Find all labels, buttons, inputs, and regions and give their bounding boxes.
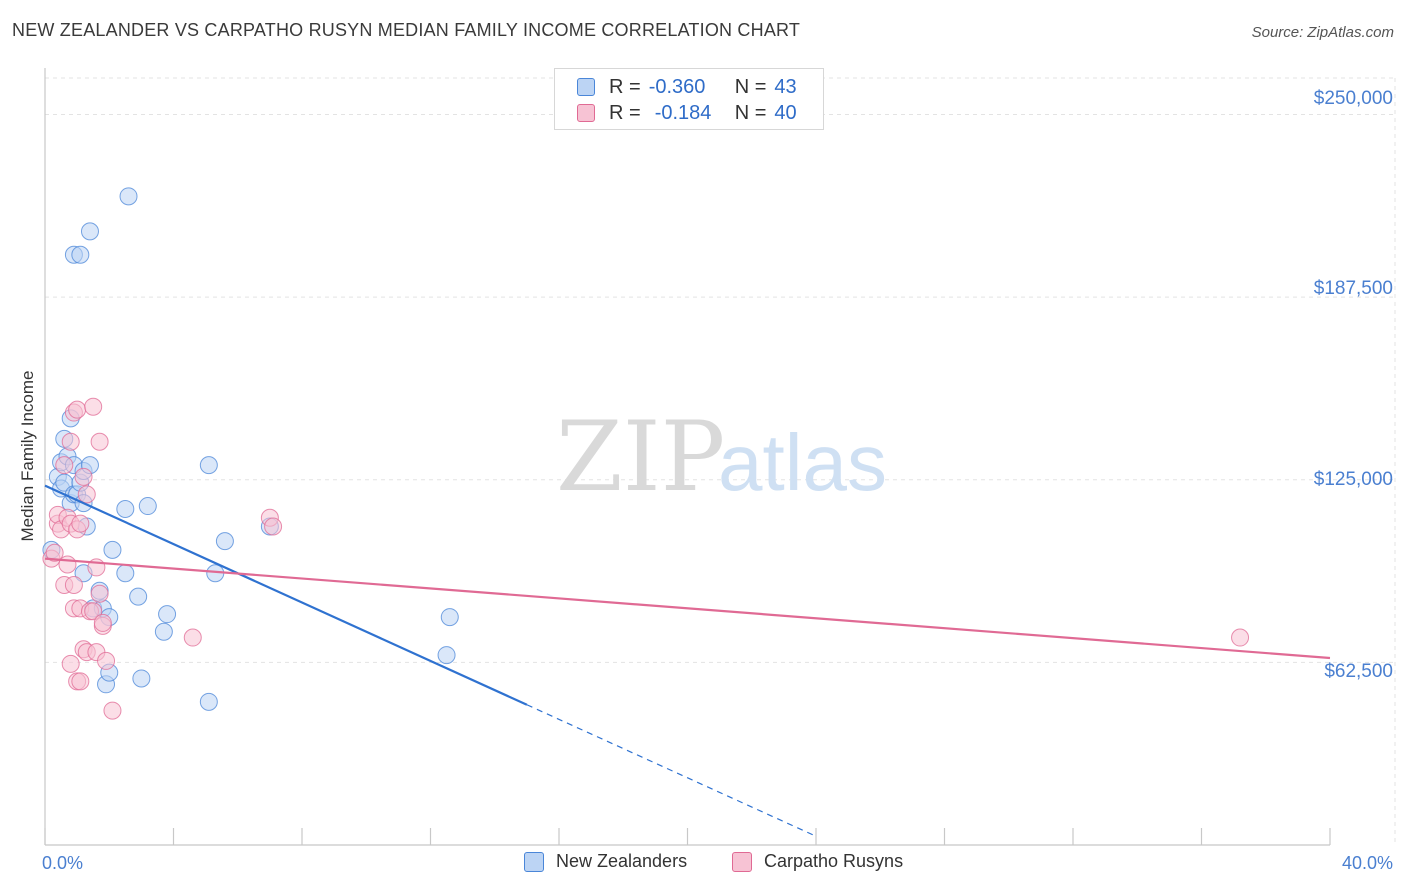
new-zealander-trendline bbox=[44, 484, 528, 706]
new-zealander-point bbox=[199, 692, 218, 711]
carpatho-rusyn-point bbox=[84, 397, 103, 416]
carpatho-rusyn-point bbox=[58, 555, 77, 574]
x-tick-label-min: 0.0% bbox=[42, 853, 83, 873]
watermark-atlas: atlas bbox=[718, 418, 887, 507]
y-axis-label: Median Family Income bbox=[18, 370, 37, 541]
carpatho-rusyn-point bbox=[64, 575, 83, 594]
carpatho-rusyn-point bbox=[61, 654, 80, 673]
carpatho-rusyn-point bbox=[1231, 628, 1250, 647]
carpatho-rusyn-point bbox=[77, 485, 96, 504]
pink-swatch-icon bbox=[732, 851, 752, 872]
new-zealander-point bbox=[154, 622, 173, 641]
chart-title: NEW ZEALANDER VS CARPATHO RUSYN MEDIAN F… bbox=[12, 20, 801, 40]
series-legend: New Zealanders Carpatho Rusyns bbox=[0, 851, 1406, 877]
y-tick-label: $250,000 bbox=[1314, 88, 1393, 109]
carpatho-rusyn-point bbox=[103, 701, 122, 720]
carpatho-rusyn-point bbox=[90, 432, 109, 451]
new-zealander-trendline-extension bbox=[526, 704, 817, 837]
new-zealander-point bbox=[103, 540, 122, 559]
carpatho-rusyn-point bbox=[264, 517, 283, 536]
y-tick-label: $125,000 bbox=[1314, 469, 1393, 490]
carpatho-rusyn-point bbox=[93, 613, 112, 632]
n-label: N = bbox=[734, 101, 767, 124]
n-label: N = bbox=[734, 75, 767, 98]
r-value: -0.184 bbox=[654, 101, 712, 124]
watermark-zip: ZIP bbox=[556, 401, 725, 513]
trend-layer bbox=[44, 484, 1331, 837]
n-value: 40 bbox=[774, 101, 797, 124]
new-zealander-point bbox=[215, 532, 234, 551]
carpatho-rusyn-point bbox=[61, 432, 80, 451]
blue-swatch-icon bbox=[577, 78, 595, 96]
new-zealander-point bbox=[129, 587, 148, 606]
axis-layer bbox=[44, 68, 1331, 846]
new-zealander-point bbox=[437, 646, 456, 665]
n-value: 43 bbox=[774, 75, 797, 98]
tick-labels: $62,500 $125,000 $187,500 $250,000 0.0% … bbox=[42, 88, 1393, 873]
carpatho-rusyn-point bbox=[97, 651, 116, 670]
r-label: R = bbox=[609, 101, 641, 124]
blue-swatch-icon bbox=[524, 851, 544, 872]
new-zealander-point bbox=[158, 605, 177, 624]
r-label: R = bbox=[609, 75, 641, 98]
x-tick-label-max: 40.0% bbox=[1342, 853, 1393, 873]
legend-label: Carpatho Rusyns bbox=[764, 851, 904, 871]
carpatho-rusyn-point bbox=[45, 543, 64, 562]
new-zealander-point bbox=[132, 669, 151, 688]
legend-item-carpatho-rusyns[interactable]: Carpatho Rusyns bbox=[732, 851, 903, 872]
legend-row-new-zealanders: R = -0.360 N = 43 bbox=[577, 74, 797, 100]
pink-swatch-icon bbox=[577, 104, 595, 122]
new-zealander-point bbox=[119, 187, 138, 206]
new-zealander-point bbox=[440, 608, 459, 627]
carpatho-rusyn-point bbox=[55, 456, 74, 475]
legend-label: New Zealanders bbox=[556, 851, 688, 871]
carpatho-rusyn-point bbox=[68, 400, 87, 419]
new-zealander-point bbox=[116, 499, 135, 518]
legend-item-new-zealanders[interactable]: New Zealanders bbox=[524, 851, 687, 872]
new-zealander-point bbox=[199, 456, 218, 475]
watermark: ZIP atlas bbox=[556, 401, 887, 513]
new-zealander-point bbox=[80, 222, 99, 241]
carpatho-rusyn-trendline bbox=[44, 557, 1331, 660]
carpatho-rusyn-point bbox=[71, 672, 90, 691]
carpatho-rusyn-point bbox=[183, 628, 202, 647]
points-layer bbox=[42, 187, 1250, 720]
new-zealander-point bbox=[71, 245, 90, 264]
source-label: Source: bbox=[1251, 24, 1304, 41]
new-zealander-point bbox=[138, 497, 157, 516]
new-zealander-point bbox=[116, 564, 135, 583]
carpatho-rusyn-point bbox=[84, 602, 103, 621]
correlation-legend: R = -0.360 N = 43 R = -0.184 N = 40 bbox=[554, 68, 824, 130]
carpatho-rusyn-point bbox=[74, 467, 93, 486]
r-value: -0.360 bbox=[648, 75, 706, 98]
source-credit: Source: ZipAtlas.com bbox=[1252, 24, 1394, 41]
carpatho-rusyn-point bbox=[71, 514, 90, 533]
legend-row-carpatho-rusyns: R = -0.184 N = 40 bbox=[577, 100, 797, 126]
carpatho-rusyn-point bbox=[90, 584, 109, 603]
y-tick-label: $62,500 bbox=[1324, 661, 1393, 682]
y-tick-label: $187,500 bbox=[1314, 278, 1393, 299]
source-value: ZipAtlas.com bbox=[1307, 24, 1394, 41]
